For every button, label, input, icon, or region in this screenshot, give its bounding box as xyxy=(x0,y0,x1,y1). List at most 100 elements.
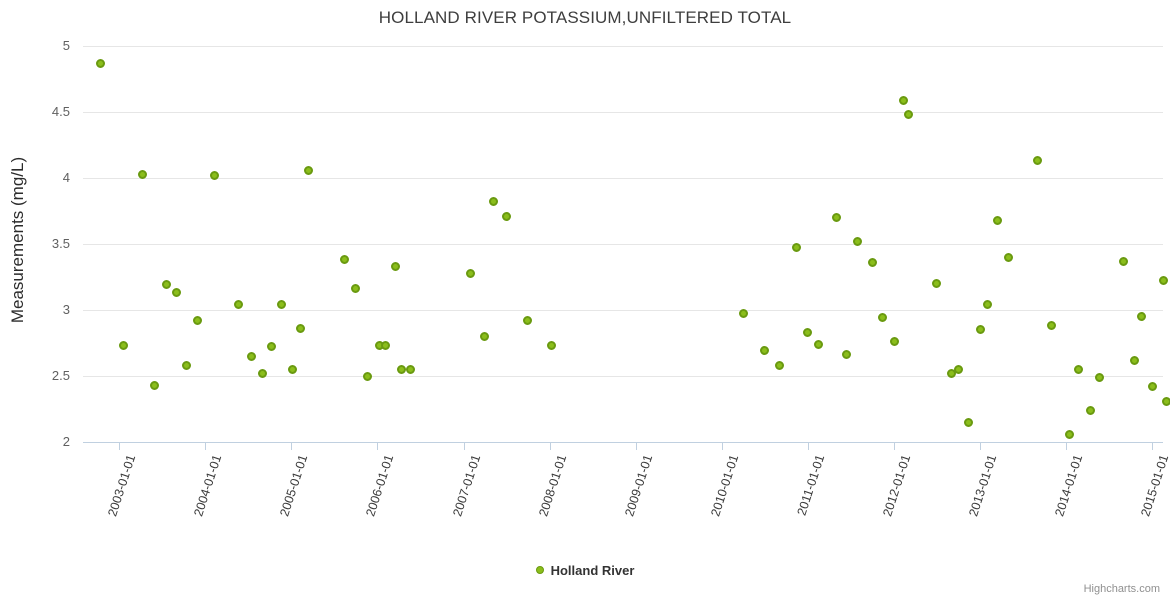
data-point[interactable] xyxy=(947,368,957,378)
data-point[interactable] xyxy=(932,279,942,289)
data-point[interactable] xyxy=(96,58,106,68)
data-point[interactable] xyxy=(210,170,220,180)
gridline xyxy=(83,46,1163,47)
gridline xyxy=(83,310,1163,311)
data-point[interactable] xyxy=(150,380,160,390)
data-point[interactable] xyxy=(1119,256,1129,266)
data-point[interactable] xyxy=(340,255,350,265)
data-point[interactable] xyxy=(954,364,964,374)
data-point[interactable] xyxy=(1065,429,1075,439)
data-point[interactable] xyxy=(405,364,415,374)
data-point[interactable] xyxy=(466,268,476,278)
gridline xyxy=(83,112,1163,113)
legend-item-holland-river[interactable]: Holland River xyxy=(535,562,635,578)
data-point[interactable] xyxy=(1086,405,1096,415)
gridline xyxy=(83,178,1163,179)
data-point[interactable] xyxy=(975,325,985,335)
data-point[interactable] xyxy=(983,300,993,310)
data-point[interactable] xyxy=(1033,156,1043,166)
data-point[interactable] xyxy=(267,342,277,352)
data-point[interactable] xyxy=(898,95,908,105)
legend-marker-icon xyxy=(535,566,544,574)
chart-title: HOLLAND RIVER POTASSIUM,UNFILTERED TOTAL xyxy=(378,8,792,27)
data-point[interactable] xyxy=(277,300,286,310)
x-tick xyxy=(721,443,723,450)
data-point[interactable] xyxy=(161,280,171,290)
x-tick-label: 2012-01-01 xyxy=(880,453,914,519)
data-point[interactable] xyxy=(193,316,203,326)
data-point[interactable] xyxy=(523,316,533,326)
data-point[interactable] xyxy=(480,331,490,341)
data-point[interactable] xyxy=(258,368,268,378)
data-point[interactable] xyxy=(831,213,841,223)
data-point[interactable] xyxy=(1129,355,1139,365)
data-point[interactable] xyxy=(1147,382,1157,392)
data-point[interactable] xyxy=(351,284,361,294)
x-tick xyxy=(291,443,293,450)
highcharts-credits[interactable]: Highcharts.com xyxy=(1083,583,1160,595)
x-tick xyxy=(377,443,379,450)
y-tick-label: 4 xyxy=(62,170,70,185)
x-tick xyxy=(980,443,982,450)
data-point[interactable] xyxy=(853,236,863,246)
data-point[interactable] xyxy=(246,351,256,361)
x-tick-label: 2013-01-01 xyxy=(966,453,1000,519)
x-tick xyxy=(119,443,121,450)
x-tick xyxy=(549,443,551,450)
data-point[interactable] xyxy=(547,341,557,351)
x-tick-label: 2003-01-01 xyxy=(105,453,139,519)
x-tick-label: 2010-01-01 xyxy=(708,453,742,519)
x-tick xyxy=(894,443,895,450)
data-point[interactable] xyxy=(1094,372,1104,382)
y-tick-label: 5 xyxy=(62,38,70,53)
data-point[interactable] xyxy=(760,346,770,356)
data-point[interactable] xyxy=(397,364,407,374)
x-tick-label: 2009-01-01 xyxy=(622,453,656,519)
x-tick xyxy=(635,443,637,450)
data-point[interactable] xyxy=(878,313,888,323)
data-point[interactable] xyxy=(803,327,813,337)
x-tick xyxy=(205,443,207,450)
data-point[interactable] xyxy=(1158,276,1168,286)
data-point[interactable] xyxy=(867,257,877,267)
data-point[interactable] xyxy=(1047,321,1057,331)
data-point[interactable] xyxy=(171,288,181,298)
data-point[interactable] xyxy=(233,300,243,310)
data-point[interactable] xyxy=(489,197,499,207)
x-tick-label: 2015-01-01 xyxy=(1138,453,1170,519)
data-point[interactable] xyxy=(903,110,913,120)
gridline xyxy=(83,376,1163,377)
x-tick xyxy=(1066,443,1068,450)
data-point[interactable] xyxy=(792,243,802,253)
data-point[interactable] xyxy=(1073,364,1083,374)
data-point[interactable] xyxy=(1161,396,1170,406)
data-point[interactable] xyxy=(287,364,297,374)
data-point[interactable] xyxy=(296,323,306,333)
data-point[interactable] xyxy=(182,360,192,370)
data-point[interactable] xyxy=(501,211,511,221)
data-point[interactable] xyxy=(304,165,314,175)
data-point[interactable] xyxy=(992,215,1002,225)
data-point[interactable] xyxy=(1136,312,1146,322)
data-point[interactable] xyxy=(1004,252,1014,262)
data-point[interactable] xyxy=(738,309,748,319)
x-tick-label: 2006-01-01 xyxy=(363,453,397,519)
x-axis-line xyxy=(83,442,1163,443)
data-point[interactable] xyxy=(889,337,899,347)
legend-item-label: Holland River xyxy=(550,562,635,578)
data-point[interactable] xyxy=(814,339,824,349)
data-point[interactable] xyxy=(137,169,147,179)
data-point[interactable] xyxy=(963,417,973,427)
data-point[interactable] xyxy=(391,261,401,271)
data-point[interactable] xyxy=(774,360,784,370)
data-point[interactable] xyxy=(842,350,852,360)
plot-area xyxy=(83,46,1170,443)
y-tick-label: 4.5 xyxy=(51,104,70,119)
data-point[interactable] xyxy=(363,371,373,381)
data-point[interactable] xyxy=(119,341,129,351)
data-point[interactable] xyxy=(381,341,391,351)
x-tick-label: 2005-01-01 xyxy=(277,453,311,519)
y-tick-label: 3 xyxy=(62,302,70,317)
y-tick-label: 2.5 xyxy=(51,368,70,383)
y-tick-label: 3.5 xyxy=(51,236,70,251)
